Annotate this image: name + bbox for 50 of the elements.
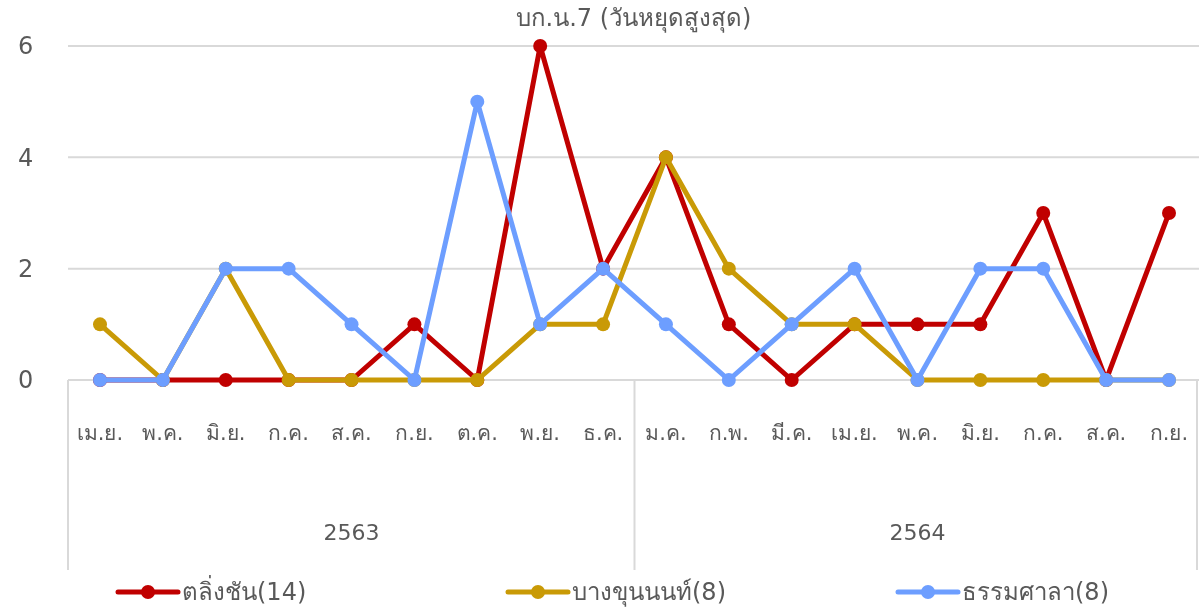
y-tick-label: 2 bbox=[18, 255, 34, 284]
point bbox=[1162, 206, 1176, 220]
x-tick-label: เม.ย. bbox=[76, 421, 124, 445]
point bbox=[847, 261, 862, 276]
x-tick-label: เม.ย. bbox=[831, 421, 878, 445]
x-tick-label: ก.พ. bbox=[708, 421, 749, 445]
legend-label: ธรรมศาลา(8) bbox=[962, 578, 1109, 607]
x-tick-label: มิ.ย. bbox=[960, 421, 1001, 445]
y-tick-label: 4 bbox=[18, 143, 34, 172]
legend-label: ตลิ่งชัน(14) bbox=[182, 575, 307, 607]
point bbox=[973, 373, 988, 387]
point bbox=[658, 317, 673, 332]
point bbox=[973, 261, 988, 276]
x-tick-label: ก.ย. bbox=[395, 421, 434, 445]
text: 2564 bbox=[889, 520, 946, 545]
point bbox=[533, 39, 548, 53]
chart-title: บก.น.7 (วันหยุดสูงสุด) bbox=[515, 4, 752, 33]
x-tick-label: ก.ค. bbox=[268, 421, 309, 445]
x-tick-label: พ.ย. bbox=[520, 421, 560, 445]
point bbox=[344, 317, 359, 332]
x-tick-label: พ.ค. bbox=[142, 421, 184, 445]
point bbox=[596, 317, 611, 332]
point bbox=[721, 317, 736, 332]
point bbox=[1036, 206, 1051, 220]
point bbox=[1036, 373, 1051, 387]
x-tick-label: ส.ค. bbox=[1085, 421, 1127, 445]
point bbox=[973, 317, 988, 332]
point bbox=[93, 317, 107, 332]
y-tick-label: 6 bbox=[18, 32, 34, 61]
point bbox=[407, 317, 422, 332]
x-tick-label: มิ.ย. bbox=[206, 421, 246, 445]
point bbox=[784, 373, 799, 387]
point bbox=[1036, 261, 1051, 276]
x-tick-label: มี.ค. bbox=[771, 421, 813, 445]
point bbox=[218, 373, 233, 387]
point bbox=[721, 261, 736, 276]
point bbox=[470, 94, 485, 109]
x-tick-label: ต.ค. bbox=[456, 421, 498, 445]
x-tick-label: ก.ค. bbox=[1023, 421, 1064, 445]
legend-label: บางขุนนนท์(8) bbox=[572, 578, 726, 608]
x-tick-label: ธ.ค. bbox=[582, 421, 624, 445]
x-tick-label: พ.ค. bbox=[896, 421, 939, 445]
point bbox=[910, 317, 925, 332]
point bbox=[281, 261, 296, 276]
text: 2563 bbox=[323, 520, 380, 545]
x-tick-label: ส.ค. bbox=[331, 421, 372, 445]
x-tick-label: ก.ย. bbox=[1149, 421, 1189, 445]
x-tick-label: ม.ค. bbox=[645, 421, 687, 445]
point bbox=[721, 373, 736, 387]
y-tick-label: 0 bbox=[18, 366, 34, 395]
